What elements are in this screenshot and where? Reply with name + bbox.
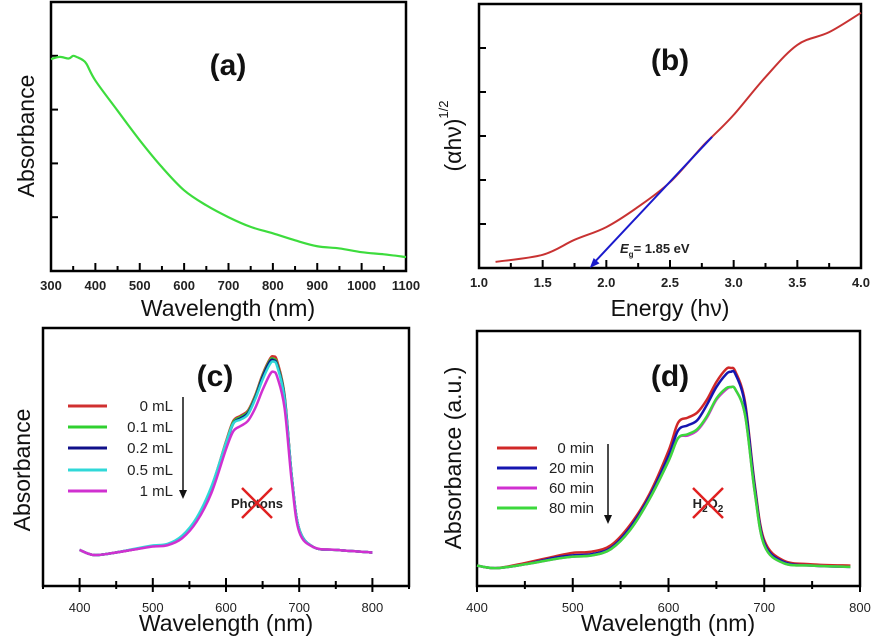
x-tick-label: 600 <box>658 600 680 615</box>
band-gap-symbol: E <box>620 241 629 256</box>
y-axis-title: Absorbance <box>9 409 35 532</box>
y-axis-title-text: Absorbance <box>9 409 35 532</box>
x-tick-label: 500 <box>129 278 151 293</box>
y-axis-title-text: Absorbance (a.u.) <box>440 367 466 550</box>
legend-label: 80 min <box>549 500 594 517</box>
annotation-subscript-2: 2 <box>718 504 724 515</box>
down-arrow-icon <box>179 490 187 499</box>
x-tick-label: 1.5 <box>534 275 552 290</box>
x-axis-title: Wavelength (nm) <box>139 610 313 636</box>
x-axis-title: Wavelength (nm) <box>141 295 315 321</box>
band-gap-subscript: g <box>629 250 634 259</box>
x-tick-label: 500 <box>142 600 164 615</box>
plot-frame <box>49 0 408 273</box>
x-tick-label: 800 <box>362 600 384 615</box>
x-tick-label: 400 <box>69 600 91 615</box>
crossed-annotation-text: H2O2 <box>693 496 724 515</box>
panel-c: 400 500 600 700 800 Wavelength (nm) Absorbance… <box>9 326 411 636</box>
x-tick-label: 600 <box>173 278 195 293</box>
band-gap-label: Eg= 1.85 eV <box>620 241 690 259</box>
series-line-0 <box>50 54 407 259</box>
panel-label: (a) <box>210 49 247 82</box>
x-tick-label: 1.0 <box>470 275 488 290</box>
cross-mark-icon <box>241 487 273 519</box>
x-tick-label: 800 <box>849 600 871 615</box>
annotation-subscript: 2 <box>702 504 708 515</box>
annotation-text: H <box>693 496 702 511</box>
y-axis-title: (αhν)1/2 <box>436 101 466 172</box>
down-arrow-icon <box>604 515 612 524</box>
panel-d: 400 500 600 700 800 Wavelength (nm) Absorbance… <box>440 329 871 636</box>
x-tick-label: 700 <box>753 600 775 615</box>
series-line-80-min <box>476 385 851 570</box>
x-tick-label: 600 <box>215 600 237 615</box>
legend-label: 0.1 mL <box>127 419 173 436</box>
x-tick-label: 1000 <box>347 278 376 293</box>
x-tick-label: 2.0 <box>597 275 615 290</box>
x-tick-label: 700 <box>218 278 240 293</box>
cross-mark-icon <box>692 487 724 519</box>
y-axis-title: Absorbance (a.u.) <box>440 367 466 550</box>
y-axis-title-text: Absorbance <box>13 75 39 198</box>
x-axis-title: Wavelength (nm) <box>581 610 755 636</box>
legend-label: 0 mL <box>140 398 173 415</box>
x-tick-label: 3.0 <box>725 275 743 290</box>
legend-label: 0 min <box>557 440 594 457</box>
x-tick-label: 700 <box>288 600 310 615</box>
x-tick-label: 4.0 <box>852 275 870 290</box>
x-tick-label: 500 <box>562 600 584 615</box>
x-tick-label: 800 <box>262 278 284 293</box>
annotation-text-2: O <box>708 496 718 511</box>
panel-label: (d) <box>651 360 689 393</box>
legend-label: 20 min <box>549 460 594 477</box>
x-tick-label: 400 <box>466 600 488 615</box>
panel-label: (c) <box>197 360 234 393</box>
y-axis-title: Absorbance <box>13 75 39 198</box>
x-tick-label: 300 <box>40 278 62 293</box>
x-tick-label: 2.5 <box>661 275 679 290</box>
series-line-60-min <box>476 385 851 570</box>
arrowhead-icon <box>589 257 600 268</box>
tangent-fit-line <box>593 136 713 264</box>
x-tick-label: 3.5 <box>788 275 806 290</box>
legend-label: 1 mL <box>140 483 173 500</box>
legend-label: 60 min <box>549 480 594 497</box>
panel-a: 300 400 500 600 700 800 900 1000 1100 Wavelength … <box>13 0 420 321</box>
x-tick-label: 400 <box>85 278 107 293</box>
panel-label: (b) <box>651 44 689 77</box>
panel-b: 1.0 1.5 2.0 2.5 3.0 3.5 4.0 Energy (hν) (αhν)1/2… <box>436 2 870 321</box>
x-tick-label: 900 <box>306 278 328 293</box>
x-tick-label: 1100 <box>392 278 420 293</box>
x-axis-title: Energy (hν) <box>611 295 730 321</box>
legend-label: 0.2 mL <box>127 440 173 457</box>
y-axis-title-superscript: 1/2 <box>436 101 451 119</box>
band-gap-value: = 1.85 eV <box>634 241 690 256</box>
legend-label: 0.5 mL <box>127 462 173 479</box>
y-axis-title-text: (αhν) <box>440 119 466 172</box>
series-line-1-mL <box>79 370 373 557</box>
